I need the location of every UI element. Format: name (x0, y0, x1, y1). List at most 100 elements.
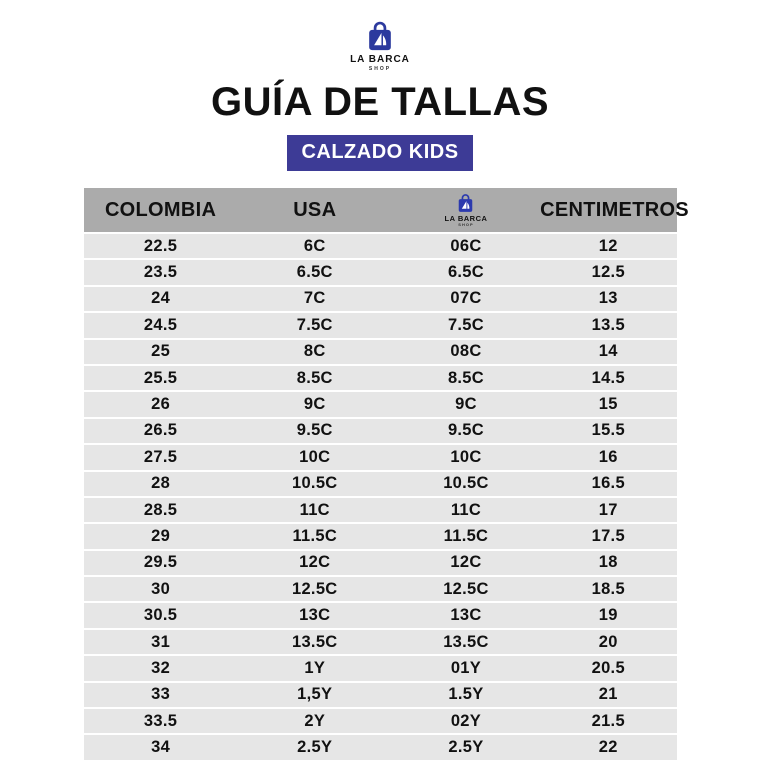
table-cell: 9.5C (296, 421, 333, 440)
brand-logo: LA BARCA SHOP (0, 20, 760, 72)
table-row: 30 12.5C 12.5C 18.5 (83, 577, 677, 602)
table-cell: 18 (598, 553, 618, 572)
page-title: GUÍA DE TALLAS (210, 80, 550, 124)
table-cell: 24.5 (143, 315, 178, 334)
table-cell: 16 (598, 447, 618, 466)
table-cell: 22 (598, 738, 618, 757)
table-cell: 21 (598, 685, 618, 704)
header-centimetros: CENTIMETROS (540, 198, 689, 221)
table-cell: 30 (151, 579, 171, 598)
table-cell: 25 (151, 342, 171, 361)
table-cell: 8.5C (296, 368, 333, 387)
table-cell: 29.5 (143, 553, 178, 572)
table-row: 28 10.5C 10.5C 16.5 (83, 471, 677, 496)
table-cell: 2.5Y (448, 738, 484, 757)
table-cell: 17 (598, 500, 618, 519)
table-cell: 20.5 (591, 658, 625, 677)
table-cell: 17.5 (591, 526, 625, 545)
table-cell: 02Y (450, 711, 482, 730)
table-cell: 31 (151, 632, 171, 651)
shopping-bag-icon (369, 21, 391, 51)
table-row: 23.5 6.5C 6.5C 12.5 (83, 260, 677, 285)
table-cell: 33 (151, 685, 171, 704)
table-cell: 15 (598, 395, 618, 414)
table-cell: 25.5 (143, 368, 178, 387)
table-cell: 10.5C (443, 474, 489, 493)
table-cell: 28 (151, 474, 171, 493)
table-cell: 7.5C (296, 315, 333, 334)
brand-name: LA BARCA (350, 54, 410, 65)
table-cell: 13.5 (591, 315, 625, 334)
table-cell: 01Y (450, 658, 482, 677)
table-cell: 26.5 (143, 421, 178, 440)
table-row: 24.5 7.5C 7.5C 13.5 (83, 313, 677, 338)
table-cell: 16.5 (591, 474, 625, 493)
table-cell: 28.5 (143, 500, 178, 519)
brand-name: LA BARCA (444, 213, 488, 223)
table-cell: 13C (299, 606, 331, 625)
header-usa: USA (293, 198, 337, 221)
table-cell: 6C (303, 236, 326, 255)
table-cell: 1.5Y (448, 685, 484, 704)
table-cell: 12C (450, 553, 482, 572)
table-cell: 10C (450, 447, 482, 466)
table-row: 31 13.5C 13.5C 20 (83, 629, 677, 655)
table-row: 30.5 13C 13C 19 (83, 603, 677, 628)
table-cell: 1,5Y (297, 685, 333, 704)
table-row: 27.5 10C 10C 16 (83, 445, 677, 470)
table-cell: 29 (151, 526, 171, 545)
table-cell: 20 (598, 632, 618, 651)
table-cell: 12.5C (291, 579, 338, 598)
table-cell: 13.5C (443, 632, 489, 651)
header-colombia: COLOMBIA (104, 198, 217, 221)
table-cell: 30.5 (143, 606, 178, 625)
table-row: 25.5 8.5C 8.5C 14.5 (83, 365, 677, 391)
table-row: 28.5 11C 11C 17 (83, 497, 677, 523)
table-cell: 9C (303, 395, 326, 414)
table-cell: 1Y (304, 658, 326, 677)
table-cell: 11.5C (292, 526, 338, 545)
table-cell: 7.5C (447, 315, 484, 334)
table-cell: 10.5C (291, 474, 338, 493)
table-cell: 23.5 (143, 263, 178, 282)
table-cell: 12 (598, 236, 618, 255)
table-cell: 13C (450, 606, 482, 625)
table-cell: 14.5 (591, 368, 625, 387)
table-row: 24 7C 07C 13 (83, 286, 677, 312)
badge-wrap: CALZADO KIDS (0, 135, 760, 171)
table-cell: 26 (151, 395, 171, 414)
table-cell: 22.5 (143, 236, 178, 255)
table-cell: 33.5 (143, 711, 178, 730)
table-cell: 27.5 (143, 447, 178, 466)
table-cell: 19 (598, 606, 618, 625)
table-cell: 8.5C (447, 368, 484, 387)
table-cell: 15.5 (591, 421, 625, 440)
table-cell: 8C (303, 342, 326, 361)
table-cell: 32 (151, 658, 171, 677)
category-badge: CALZADO KIDS (287, 135, 473, 171)
table-row: 25 8C 08C 14 (83, 339, 677, 364)
table-cell: 18.5 (591, 579, 625, 598)
table-cell: 2Y (304, 711, 326, 730)
table-cell: 08C (450, 342, 482, 361)
size-table: COLOMBIA USA LA BARCA SHOP CENTIMETROS 2… (83, 188, 689, 760)
table-cell: 2.5Y (297, 738, 333, 757)
table-row: 26.5 9.5C 9.5C 15.5 (83, 418, 677, 444)
table-cell: 9.5C (447, 421, 484, 440)
table-cell: 21.5 (591, 711, 625, 730)
table-cell: 6.5C (296, 263, 333, 282)
shopping-bag-icon (459, 193, 473, 212)
table-row: 33.5 2Y 02Y 21.5 (83, 709, 677, 734)
table-row: 32 1Y 01Y 20.5 (83, 656, 677, 681)
table-row: 29.5 12C 12C 18 (83, 550, 677, 576)
size-table-header: COLOMBIA USA LA BARCA SHOP CENTIMETROS (83, 188, 689, 232)
table-cell: 13 (598, 289, 618, 308)
table-cell: 34 (151, 738, 171, 757)
table-row: 22.5 6C 06C 12 (83, 234, 677, 259)
table-cell: 6.5C (447, 263, 484, 282)
table-row: 34 2.5Y 2.5Y 22 (83, 735, 677, 760)
table-row: 29 11.5C 11.5C 17.5 (83, 524, 677, 549)
table-row: 26 9C 9C 15 (83, 392, 677, 417)
brand-subtitle: SHOP (368, 66, 392, 72)
